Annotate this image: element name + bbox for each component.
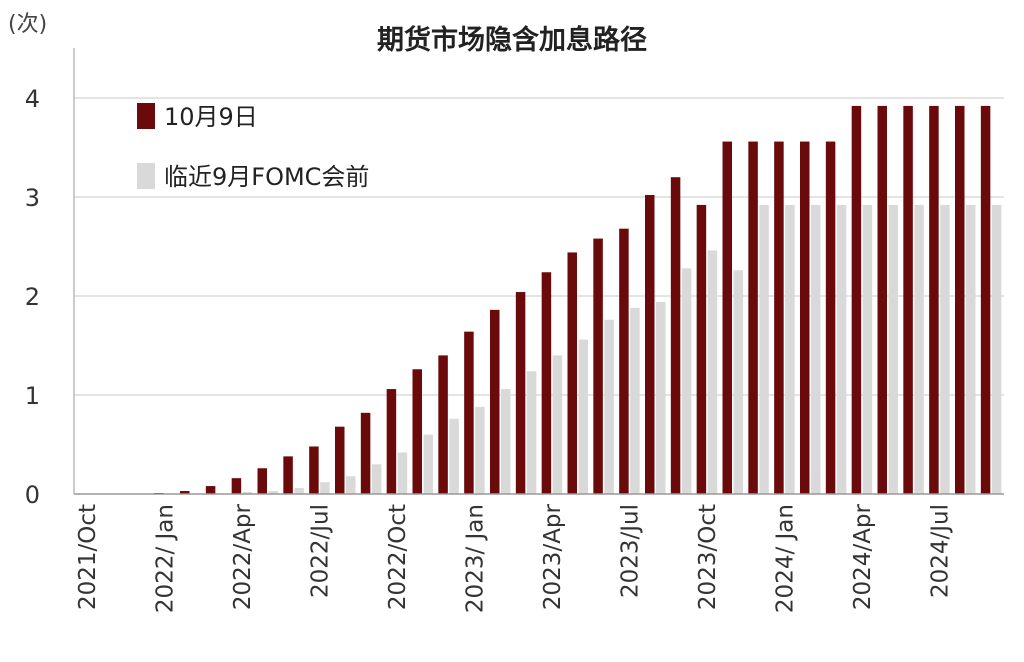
bar-series-1 — [980, 105, 991, 495]
bar-series-1 — [360, 412, 371, 494]
y-tick-label: 1 — [25, 382, 40, 410]
legend-swatch — [137, 163, 155, 189]
bar-series-2 — [475, 406, 485, 494]
legend-label: 临近9月FOMC会前 — [164, 163, 369, 191]
bar-series-2 — [346, 476, 356, 494]
bar-series-1 — [412, 369, 422, 494]
bar-series-1 — [205, 486, 216, 494]
bar-series-2 — [501, 389, 511, 494]
bar-series-1 — [851, 105, 862, 495]
x-tick-label: 2023/Jul — [617, 504, 643, 598]
bar-series-1 — [800, 141, 810, 494]
bar-series-1 — [903, 105, 913, 495]
bar-series-2 — [449, 418, 459, 494]
bar-series-2 — [656, 301, 666, 494]
bar-series-1 — [541, 272, 552, 494]
x-tick-label: 2023/ Jan — [462, 504, 488, 613]
bar-series-1 — [645, 195, 655, 494]
y-tick-label: 2 — [25, 283, 40, 311]
bar-series-1 — [283, 456, 293, 494]
bar-series-2 — [785, 204, 795, 495]
bar-series-2 — [320, 482, 330, 494]
bar-series-1 — [257, 468, 267, 494]
bar-series-2 — [423, 434, 433, 494]
x-tick-label: 2022/Apr — [230, 503, 256, 610]
bar-series-2 — [888, 204, 898, 495]
bar-series-2 — [294, 488, 304, 494]
bar-series-1 — [464, 331, 474, 494]
unit-label: (次) — [8, 12, 48, 37]
bar-series-1 — [593, 238, 603, 494]
bar-series-2 — [578, 339, 588, 494]
bar-series-1 — [180, 491, 190, 494]
bar-series-1 — [335, 426, 345, 494]
bar-series-2 — [526, 371, 537, 494]
x-tick-label: 2022/Jul — [307, 504, 333, 598]
bar-series-2 — [681, 268, 692, 494]
x-tick-label: 2024/ Jan — [772, 504, 798, 613]
x-tick-label: 2024/Apr — [850, 503, 876, 610]
bar-series-1 — [696, 204, 707, 495]
bar-series-1 — [955, 105, 965, 495]
bar-series-2 — [836, 204, 847, 495]
x-tick-label: 2024/Jul — [927, 504, 953, 598]
bar-series-2 — [630, 307, 640, 494]
bar-series-2 — [733, 270, 743, 494]
bar-series-2 — [552, 355, 563, 494]
bar-series-1 — [825, 141, 836, 494]
bar-series-1 — [515, 292, 526, 494]
y-tick-label: 0 — [25, 481, 40, 509]
bar-series-2 — [604, 319, 614, 494]
bar-series-1 — [929, 105, 939, 495]
bar-series-2 — [371, 464, 382, 494]
bar-series-2 — [242, 492, 253, 494]
x-tick-label: 2022/ Jan — [152, 504, 178, 613]
x-tick-label: 2022/Oct — [385, 504, 411, 610]
bar-series-2 — [707, 250, 718, 494]
bar-series-1 — [231, 478, 242, 494]
bar-series-1 — [877, 105, 887, 495]
legend-label: 10月9日 — [164, 103, 258, 131]
bar-series-1 — [748, 141, 758, 494]
bar-series-2 — [397, 452, 408, 494]
bar-series-2 — [759, 204, 769, 495]
bar-series-1 — [438, 355, 448, 494]
x-tick-label: 2023/Oct — [695, 504, 721, 610]
bar-series-2 — [940, 204, 950, 495]
bar-series-2 — [914, 204, 924, 495]
y-tick-label: 3 — [25, 184, 40, 212]
y-tick-label: 4 — [25, 85, 40, 113]
bar-series-2 — [811, 204, 821, 495]
bar-series-1 — [567, 252, 577, 494]
bar-series-1 — [386, 389, 397, 494]
chart-title: 期货市场隐含加息路径 — [377, 25, 647, 56]
bar-series-1 — [722, 141, 732, 494]
bar-series-1 — [619, 228, 629, 494]
x-tick-label: 2021/Oct — [75, 504, 101, 610]
bar-series-2 — [268, 491, 278, 494]
bar-series-2 — [991, 204, 1002, 495]
x-tick-label: 2023/Apr — [540, 503, 566, 610]
bar-series-1 — [309, 446, 319, 494]
bar-series-1 — [774, 141, 784, 494]
legend-swatch — [137, 103, 155, 129]
bar-series-2 — [862, 204, 873, 495]
bar-series-1 — [490, 309, 500, 494]
bar-series-1 — [670, 177, 681, 494]
bar-series-2 — [966, 204, 976, 495]
